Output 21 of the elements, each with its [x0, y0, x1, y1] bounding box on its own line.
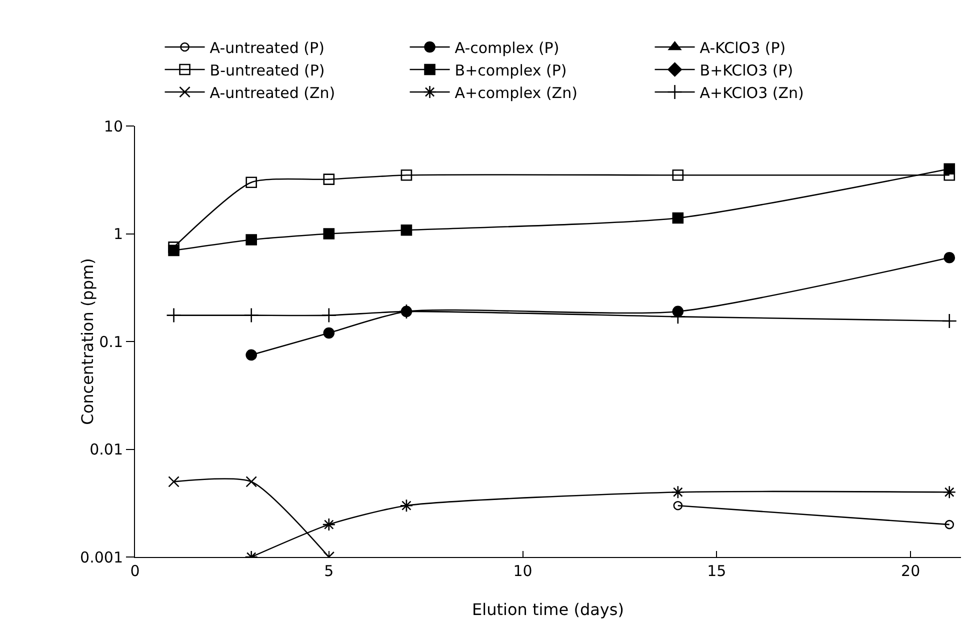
x-tick-label: 10 [513, 562, 532, 580]
y-tick-label: 0.001 [80, 548, 123, 566]
x-tick-label: 15 [707, 562, 726, 580]
legend-label: A-untreated (Zn) [210, 84, 336, 102]
y-tick-label: 1 [113, 225, 123, 243]
x-axis-title: Elution time (days) [472, 600, 624, 619]
legend-label: A-KClO3 (P) [700, 38, 786, 57]
legend-label: B+complex (P) [454, 61, 567, 80]
x-tick-label: 5 [324, 562, 334, 580]
legend-label: B+KClO3 (P) [700, 61, 794, 80]
legend-label: A-complex (P) [454, 38, 560, 57]
legend-label: A-untreated (P) [210, 38, 324, 57]
y-tick-label: 10 [104, 117, 123, 136]
y-tick-label: 0.01 [90, 440, 123, 458]
y-axis-title: Concentration (ppm) [78, 258, 97, 425]
x-tick-label: 20 [901, 562, 920, 580]
legend-label: A+complex (Zn) [454, 84, 578, 102]
legend-label: B-untreated (P) [210, 61, 325, 80]
x-tick-label: 0 [130, 562, 140, 580]
legend-label: A+KClO3 (Zn) [700, 84, 804, 102]
y-tick-label: 0.1 [99, 332, 123, 351]
